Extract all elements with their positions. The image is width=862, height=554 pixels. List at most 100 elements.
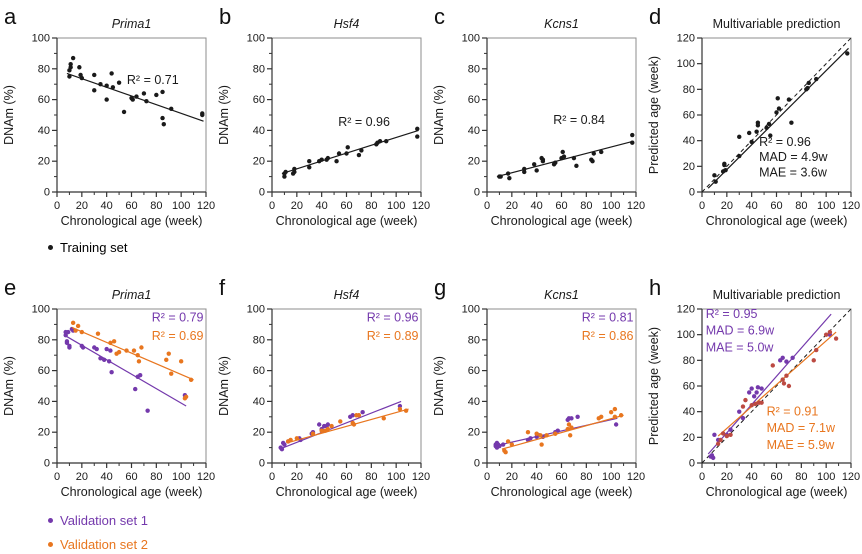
y-tick-label: 0 xyxy=(689,187,695,199)
data-point xyxy=(116,80,122,85)
panel-title: Prima1 xyxy=(112,288,152,302)
x-tick-label: 40 xyxy=(316,200,328,212)
x-tick-label: 60 xyxy=(555,471,567,483)
panel-title: Hsf4 xyxy=(334,17,360,31)
data-point xyxy=(70,55,76,61)
annotation: R² = 0.96 xyxy=(759,135,811,149)
y-tick-label: 80 xyxy=(683,355,695,367)
data-point xyxy=(282,442,287,447)
data-point xyxy=(737,409,742,414)
data-point xyxy=(200,111,205,116)
identity-line xyxy=(701,37,852,193)
data-point xyxy=(108,340,113,346)
data-point xyxy=(319,428,324,433)
data-point xyxy=(134,94,139,99)
data-point xyxy=(599,414,604,419)
data-point xyxy=(137,373,143,378)
data-point xyxy=(141,91,147,96)
data-point xyxy=(79,75,85,81)
data-point xyxy=(68,61,73,67)
training-dot-icon xyxy=(48,244,53,250)
x-tick-label: 60 xyxy=(555,200,567,212)
data-point xyxy=(780,355,785,360)
data-point xyxy=(183,394,189,399)
data-point xyxy=(806,80,811,86)
data-point xyxy=(754,129,759,134)
data-point xyxy=(292,169,297,175)
data-point xyxy=(110,85,116,90)
data-point xyxy=(325,155,331,161)
y-tick-label: 80 xyxy=(38,63,50,75)
data-point xyxy=(344,151,349,156)
y-tick-label: 100 xyxy=(462,33,480,45)
data-point xyxy=(723,167,728,173)
y-axis-label: DNAm (%) xyxy=(217,85,231,145)
panel-letter: a xyxy=(4,4,17,29)
data-point xyxy=(755,385,761,390)
data-point xyxy=(630,140,635,145)
x-tick-label: 120 xyxy=(842,200,860,212)
data-point xyxy=(713,179,718,184)
y-tick-label: 120 xyxy=(677,304,695,316)
validation2-dot-icon xyxy=(48,541,53,547)
plot-frame xyxy=(56,37,207,193)
annotation: MAE = 5.9w xyxy=(767,438,836,452)
annotation: R² = 0.95 xyxy=(706,307,758,321)
panel-title: Prima1 xyxy=(112,17,152,31)
x-tick-label: 20 xyxy=(76,200,88,212)
data-point xyxy=(833,336,839,341)
data-point xyxy=(538,433,543,438)
x-axis-label: Chronological age (week) xyxy=(706,214,848,228)
data-point xyxy=(130,97,135,102)
y-tick-label: 40 xyxy=(38,125,50,137)
y-axis-label: DNAm (%) xyxy=(2,85,16,145)
data-point xyxy=(737,134,742,140)
data-point xyxy=(79,329,85,335)
data-point xyxy=(329,423,334,429)
y-tick-label: 40 xyxy=(253,396,265,408)
data-point xyxy=(116,349,122,355)
data-point xyxy=(64,340,70,346)
data-point xyxy=(397,406,403,412)
x-tick-label: 0 xyxy=(269,200,275,212)
y-tick-label: 40 xyxy=(683,135,695,147)
data-point xyxy=(336,151,342,156)
data-point xyxy=(108,348,113,353)
data-point xyxy=(73,328,78,333)
x-tick-label: 0 xyxy=(54,200,60,212)
data-point xyxy=(160,89,165,95)
data-point xyxy=(310,431,316,436)
y-tick-label: 60 xyxy=(38,365,50,377)
x-axis-label: Chronological age (week) xyxy=(276,485,418,499)
data-point xyxy=(98,82,103,87)
data-point xyxy=(534,431,539,436)
data-point xyxy=(814,76,819,82)
data-point xyxy=(531,162,537,167)
y-tick-label: 100 xyxy=(32,33,50,45)
data-point xyxy=(124,348,129,353)
data-point xyxy=(292,166,297,172)
data-point xyxy=(566,422,572,427)
annotation: MAD = 6.9w xyxy=(706,324,775,338)
data-point xyxy=(561,154,567,159)
data-point xyxy=(618,413,624,418)
data-point xyxy=(522,166,527,172)
data-point xyxy=(776,106,782,111)
data-point xyxy=(497,443,502,449)
data-point xyxy=(612,406,618,412)
x-tick-label: 120 xyxy=(412,471,430,483)
data-point xyxy=(590,159,595,164)
data-point xyxy=(63,332,68,338)
plot-frame xyxy=(271,37,422,193)
data-point xyxy=(608,409,614,415)
y-tick-label: 100 xyxy=(677,58,695,70)
x-axis-label: Chronological age (week) xyxy=(491,214,633,228)
data-point xyxy=(827,329,833,335)
data-point xyxy=(283,169,288,175)
x-tick-label: 20 xyxy=(506,471,518,483)
panel-letter: h xyxy=(649,275,661,300)
data-point xyxy=(104,346,109,352)
x-tick-label: 60 xyxy=(770,200,782,212)
x-tick-label: 0 xyxy=(699,200,705,212)
data-point xyxy=(522,169,527,175)
